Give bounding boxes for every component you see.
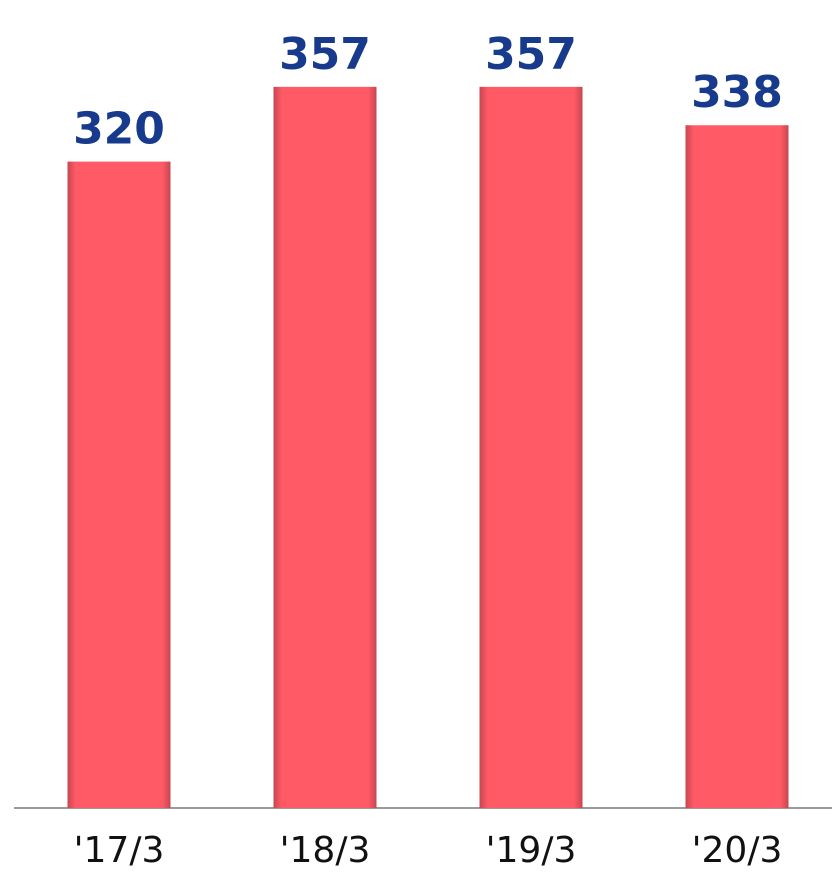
bar-shade <box>479 86 583 809</box>
bar-shade <box>685 125 789 809</box>
x-tick-label: '17/3 <box>74 830 165 871</box>
x-tick-label: '18/3 <box>280 830 371 871</box>
value-label: 357 <box>279 29 371 80</box>
value-label: 320 <box>73 104 165 155</box>
bar-shade <box>273 86 377 809</box>
value-label: 357 <box>485 29 577 80</box>
bar-shade <box>67 161 171 809</box>
value-label: 338 <box>691 67 783 118</box>
x-tick-label: '20/3 <box>692 830 783 871</box>
x-tick-label: '19/3 <box>486 830 577 871</box>
